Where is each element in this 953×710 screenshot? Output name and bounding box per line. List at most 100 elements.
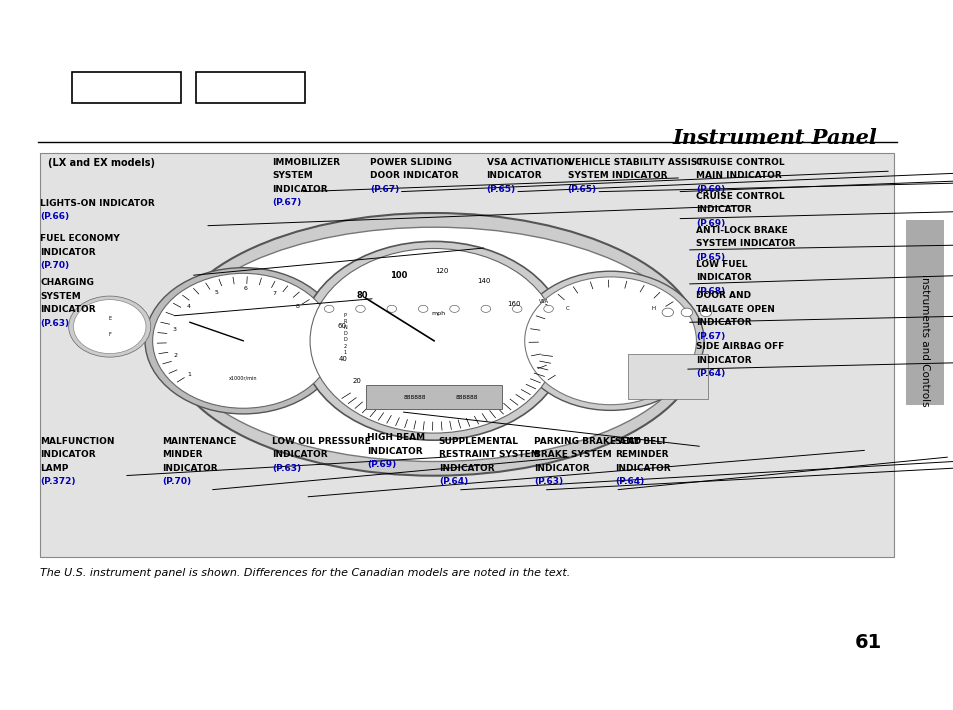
Text: SUPPLEMENTAL: SUPPLEMENTAL [438,437,518,446]
Ellipse shape [167,213,700,476]
Text: INDICATOR: INDICATOR [40,248,95,257]
Circle shape [543,305,553,312]
Text: (P.64): (P.64) [696,369,725,378]
Circle shape [355,305,365,312]
Text: H: H [651,306,655,312]
Circle shape [152,273,334,408]
Text: (P.64): (P.64) [615,477,644,486]
Text: (P.69): (P.69) [696,185,725,194]
Circle shape [524,277,696,405]
Text: INDICATOR: INDICATOR [162,464,217,473]
Text: (P.65): (P.65) [486,185,516,194]
Text: (P.65): (P.65) [567,185,597,194]
Text: 40: 40 [338,356,347,362]
Text: SYSTEM: SYSTEM [272,171,313,180]
Text: (P.63): (P.63) [272,464,301,473]
Text: MAIN INDICATOR: MAIN INDICATOR [696,171,781,180]
Text: DOOR INDICATOR: DOOR INDICATOR [370,171,458,180]
Text: SYSTEM INDICATOR: SYSTEM INDICATOR [567,171,666,180]
Text: 60: 60 [337,323,346,329]
Text: INDICATOR: INDICATOR [40,450,95,459]
Text: (P.63): (P.63) [40,319,70,328]
Text: 80: 80 [355,291,367,300]
Text: (P.66): (P.66) [40,212,70,222]
Text: CRUISE CONTROL: CRUISE CONTROL [696,158,784,167]
Text: HIGH BEAM: HIGH BEAM [367,433,425,442]
Text: SEAT BELT: SEAT BELT [615,437,666,446]
Circle shape [449,305,458,312]
Text: 2: 2 [173,353,177,358]
Text: SYSTEM: SYSTEM [40,292,81,301]
Text: LOW FUEL: LOW FUEL [696,260,747,269]
Text: REMINDER: REMINDER [615,450,668,459]
Circle shape [661,308,673,317]
Text: 1: 1 [187,372,191,377]
Text: INDICATOR: INDICATOR [40,305,95,315]
FancyBboxPatch shape [905,220,943,405]
Text: (LX and EX models): (LX and EX models) [48,158,154,168]
Text: 4: 4 [187,305,191,310]
Text: DOOR AND: DOOR AND [696,291,751,300]
Text: (P.69): (P.69) [367,460,396,469]
FancyBboxPatch shape [71,72,181,103]
Text: 8: 8 [295,305,299,310]
Text: TAILGATE OPEN: TAILGATE OPEN [696,305,775,314]
Text: POWER SLIDING: POWER SLIDING [370,158,452,167]
Text: (P.68): (P.68) [696,287,725,296]
FancyBboxPatch shape [627,354,707,399]
Text: Instrument Panel: Instrument Panel [672,128,877,148]
Text: PARKING BRAKE AND: PARKING BRAKE AND [534,437,640,446]
Text: MAINTENANCE: MAINTENANCE [162,437,236,446]
Text: (P.67): (P.67) [696,332,725,341]
Text: INDICATOR: INDICATOR [696,356,751,365]
Text: INDICATOR: INDICATOR [486,171,541,180]
Text: ANTI-LOCK BRAKE: ANTI-LOCK BRAKE [696,226,787,235]
Text: CHARGING: CHARGING [40,278,93,288]
Text: 888888: 888888 [455,395,477,400]
Text: BRAKE SYSTEM: BRAKE SYSTEM [534,450,611,459]
Text: INDICATOR: INDICATOR [272,185,327,194]
Text: INDICATOR: INDICATOR [438,464,494,473]
Text: VEHICLE STABILITY ASSIST: VEHICLE STABILITY ASSIST [567,158,702,167]
Circle shape [517,271,703,410]
Text: CRUISE CONTROL: CRUISE CONTROL [696,192,784,201]
Circle shape [300,241,567,440]
Text: 5: 5 [214,290,218,295]
Text: MINDER: MINDER [162,450,202,459]
Text: E: E [108,316,112,321]
Text: 888888: 888888 [403,395,425,400]
Text: RESTRAINT SYSTEM: RESTRAINT SYSTEM [438,450,539,459]
Text: Instruments and Controls: Instruments and Controls [920,275,929,407]
Text: INDICATOR: INDICATOR [615,464,670,473]
Text: P
R
N
D
D
2
1: P R N D D 2 1 [343,312,347,355]
Circle shape [480,305,490,312]
Text: 160: 160 [507,300,520,307]
Text: (P.63): (P.63) [534,477,563,486]
Text: INDICATOR: INDICATOR [696,205,751,214]
Circle shape [387,305,396,312]
Text: IMMOBILIZER: IMMOBILIZER [272,158,339,167]
Circle shape [310,248,558,433]
Circle shape [700,308,711,317]
Text: MALFUNCTION: MALFUNCTION [40,437,114,446]
Text: VSA: VSA [538,299,548,305]
Circle shape [324,305,334,312]
Text: LAMP: LAMP [40,464,69,473]
Text: 61: 61 [854,633,881,652]
Text: x1000r/min: x1000r/min [229,376,257,381]
Text: 100: 100 [390,271,407,280]
Text: SYSTEM INDICATOR: SYSTEM INDICATOR [696,239,795,248]
Circle shape [145,268,341,414]
Text: 7: 7 [272,291,276,296]
Text: (P.67): (P.67) [370,185,399,194]
Text: 6: 6 [244,285,248,290]
Text: (P.69): (P.69) [696,219,725,228]
Circle shape [73,300,146,354]
Circle shape [512,305,521,312]
Text: (P.67): (P.67) [272,198,301,207]
Text: LIGHTS-ON INDICATOR: LIGHTS-ON INDICATOR [40,199,154,208]
Text: C: C [565,306,569,312]
Text: SIDE AIRBAG OFF: SIDE AIRBAG OFF [696,342,784,351]
Text: (P.70): (P.70) [40,261,70,271]
Text: 140: 140 [476,278,490,284]
